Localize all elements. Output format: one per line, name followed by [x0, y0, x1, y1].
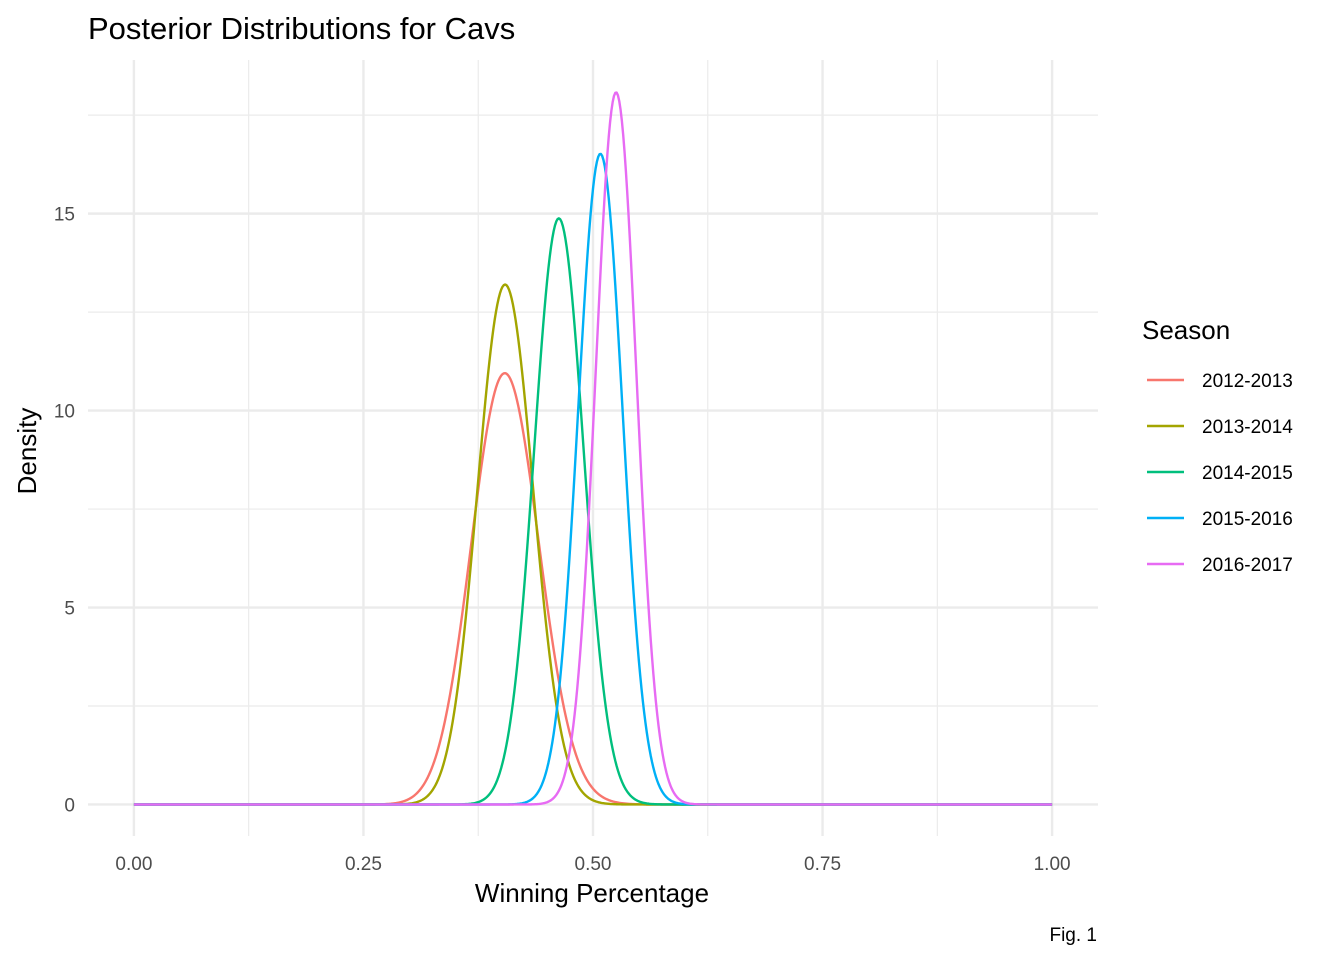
y-tick-label: 10 [54, 402, 75, 423]
x-tick-label: 0.00 [115, 854, 152, 875]
y-axis-ticks: 0 5 10 15 [54, 205, 75, 817]
x-tick-label: 0.25 [345, 854, 382, 875]
y-tick-label: 0 [64, 795, 75, 816]
chart-title: Posterior Distributions for Cavs [88, 11, 515, 46]
legend-label: 2013-2014 [1202, 417, 1293, 438]
x-axis-title: Winning Percentage [475, 878, 709, 908]
y-tick-label: 5 [64, 599, 75, 620]
legend-label: 2014-2015 [1202, 463, 1293, 484]
figure-caption: Fig. 1 [1049, 925, 1097, 946]
legend: Season 2012-2013 2013-2014 2014-2015 2015-2… [1142, 315, 1293, 576]
x-tick-label: 1.00 [1034, 854, 1071, 875]
y-tick-label: 15 [54, 205, 75, 226]
x-tick-label: 0.50 [575, 854, 612, 875]
y-axis-title: Density [12, 408, 42, 495]
series-line-2016-2017 [133, 91, 1053, 806]
legend-label: 2012-2013 [1202, 371, 1293, 392]
x-axis-ticks: 0.00 0.25 0.50 0.75 1.00 [115, 854, 1070, 875]
legend-label: 2016-2017 [1202, 555, 1293, 576]
legend-label: 2015-2016 [1202, 509, 1293, 530]
density-lines [133, 91, 1053, 806]
legend-title: Season [1142, 315, 1230, 345]
x-tick-label: 0.75 [804, 854, 841, 875]
